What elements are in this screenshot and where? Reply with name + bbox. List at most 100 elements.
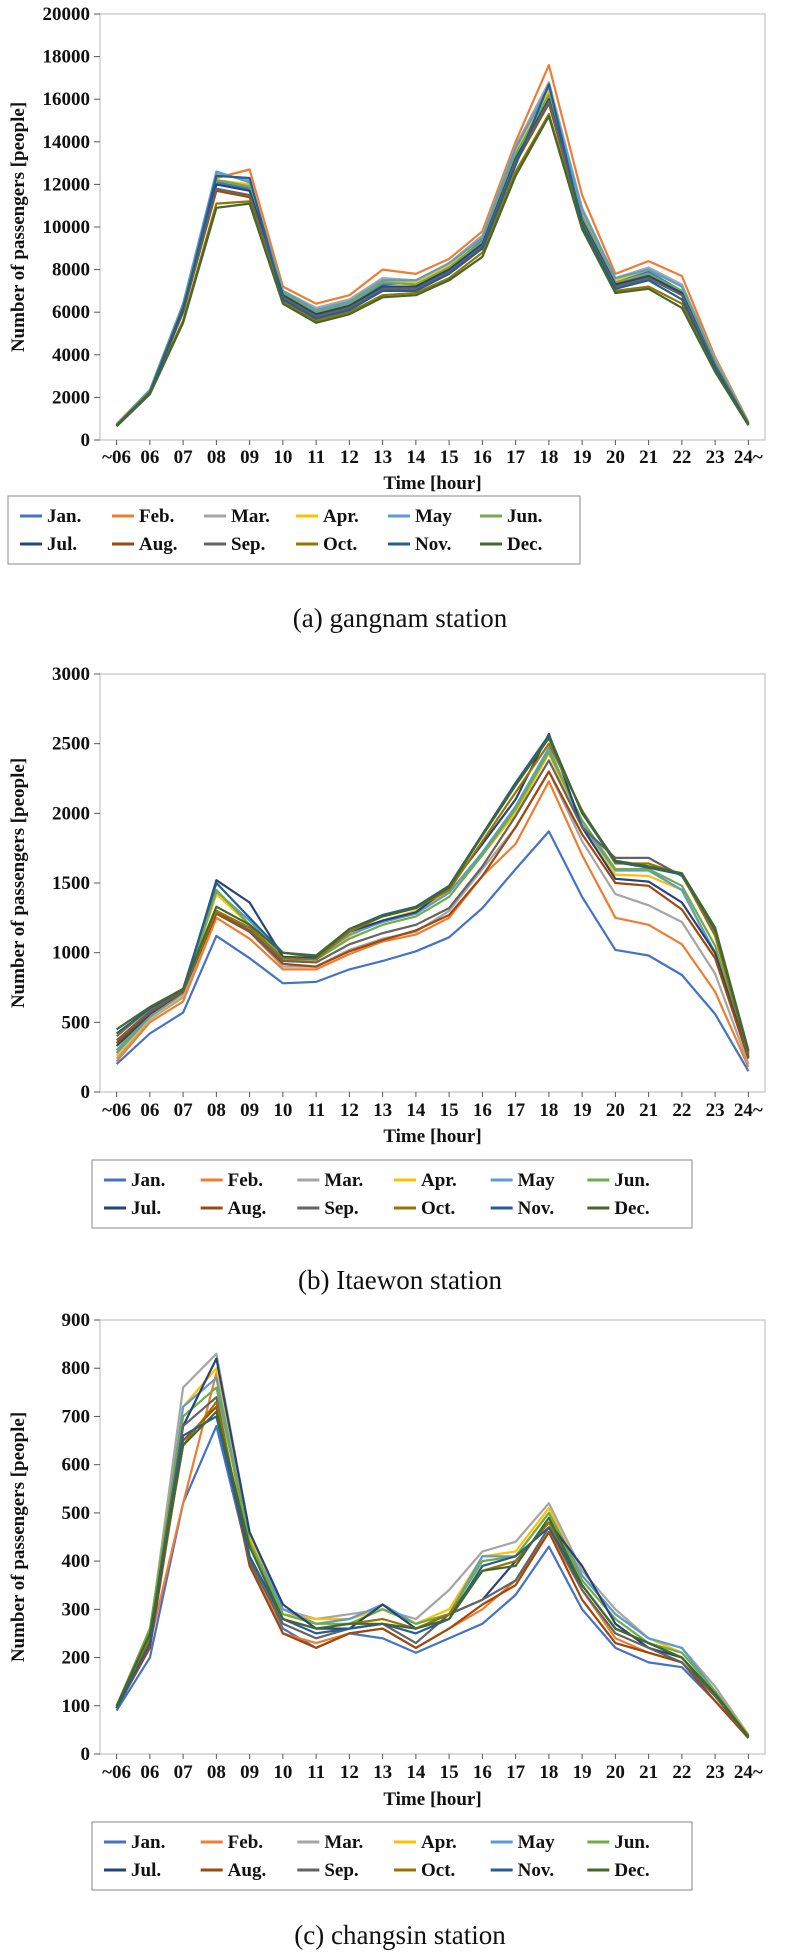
- legend-label: Dec.: [507, 534, 542, 555]
- legend-label: Sep.: [231, 534, 265, 555]
- y-tick-label: 100: [62, 1696, 91, 1717]
- legend-label: Dec.: [614, 1198, 649, 1219]
- x-axis-title: Time [hour]: [383, 1789, 481, 1810]
- x-tick-label: 16: [473, 1100, 492, 1121]
- y-tick-label: 2500: [52, 734, 90, 755]
- series-line: [115, 98, 750, 427]
- y-tick-label: 300: [62, 1599, 91, 1620]
- x-tick-label: 08: [207, 1762, 226, 1783]
- series-line: [115, 830, 750, 1072]
- x-tick-label: 14: [406, 1762, 426, 1783]
- x-tick-label: 10: [273, 447, 292, 468]
- x-tick-label: 19: [573, 447, 592, 468]
- legend-label: Oct.: [421, 1198, 455, 1219]
- x-tick-label: 06: [140, 447, 159, 468]
- legend-label: Feb.: [228, 1832, 263, 1853]
- y-tick-label: 500: [62, 1503, 91, 1524]
- x-tick-label: 14: [406, 1100, 426, 1121]
- y-tick-label: 1500: [52, 873, 90, 894]
- x-tick-label: 20: [606, 1762, 625, 1783]
- y-tick-label: 0: [81, 430, 91, 451]
- series-line: [115, 736, 750, 1051]
- legend-label: Feb.: [139, 506, 174, 527]
- y-tick-label: 20000: [43, 4, 91, 25]
- legend-label: Mar.: [324, 1170, 363, 1191]
- plot-area: [99, 13, 766, 441]
- y-axis-title: Number of passengers [people]: [8, 1412, 29, 1662]
- y-tick-label: 3000: [52, 664, 90, 685]
- legend-label: Jun.: [507, 506, 542, 527]
- y-tick-label: 1000: [52, 943, 90, 964]
- legend-box: [91, 1821, 693, 1891]
- x-tick-label: 07: [174, 1762, 194, 1783]
- x-tick-label: 24~: [734, 1100, 763, 1121]
- x-axis-title: Time [hour]: [383, 1126, 481, 1147]
- x-tick-label: 07: [174, 1100, 194, 1121]
- y-tick-label: 200: [62, 1648, 91, 1669]
- y-tick-label: 4000: [52, 345, 90, 366]
- y-tick-label: 0: [81, 1082, 91, 1103]
- legend-label: Jun.: [614, 1170, 649, 1191]
- x-tick-label: 06: [140, 1100, 159, 1121]
- x-tick-label: 23: [706, 1100, 725, 1121]
- legend-label: Mar.: [324, 1832, 363, 1853]
- legend-label: Jan.: [131, 1832, 165, 1853]
- series-line: [115, 112, 750, 427]
- x-tick-label: 13: [373, 1762, 392, 1783]
- series-line: [115, 1386, 750, 1737]
- legend-label: Jan.: [131, 1170, 165, 1191]
- x-tick-label: 08: [207, 447, 226, 468]
- series-line: [115, 1367, 750, 1736]
- y-axis-title: Number of passengers [people]: [8, 102, 29, 352]
- x-tick-label: 06: [140, 1762, 159, 1783]
- plot-area: [99, 1319, 766, 1755]
- x-tick-label: 07: [174, 447, 194, 468]
- x-tick-label: 21: [639, 447, 658, 468]
- x-tick-label: 17: [506, 1762, 526, 1783]
- series-line: [115, 1405, 750, 1739]
- x-tick-label: 24~: [734, 447, 763, 468]
- x-tick-label: 22: [672, 447, 691, 468]
- x-tick-label: ~06: [102, 447, 131, 468]
- series-line: [115, 1371, 750, 1738]
- legend-label: Nov.: [415, 534, 451, 555]
- legend-label: Oct.: [421, 1860, 455, 1881]
- legend-label: Sep.: [324, 1860, 358, 1881]
- x-tick-label: 10: [273, 1100, 292, 1121]
- legend-label: Aug.: [228, 1198, 267, 1219]
- y-tick-label: 700: [62, 1406, 91, 1427]
- x-tick-label: 11: [307, 1762, 325, 1783]
- x-tick-label: 17: [506, 447, 526, 468]
- y-tick-label: 500: [62, 1012, 91, 1033]
- legend-label: May: [518, 1170, 555, 1191]
- x-tick-label: ~06: [102, 1100, 131, 1121]
- y-tick-label: 400: [62, 1551, 91, 1572]
- series-line: [115, 734, 750, 1052]
- series-line: [115, 89, 750, 426]
- series-line: [115, 81, 750, 426]
- x-tick-label: 13: [373, 447, 392, 468]
- x-tick-label: 12: [340, 1762, 359, 1783]
- x-tick-label: 08: [207, 1100, 226, 1121]
- x-tick-label: 09: [240, 1762, 259, 1783]
- chart-changsin: 0 100 200 300 400 500 600 700 800 900 ~06 06 07 08 09 1…: [8, 1310, 766, 1891]
- series-line: [115, 63, 750, 425]
- x-tick-label: 12: [340, 447, 359, 468]
- x-tick-label: 18: [539, 1100, 558, 1121]
- x-tick-label: 14: [406, 447, 426, 468]
- x-tick-label: ~06: [102, 1762, 131, 1783]
- x-tick-label: 19: [573, 1762, 592, 1783]
- x-tick-label: 18: [539, 1762, 558, 1783]
- x-tick-label: 09: [240, 447, 259, 468]
- y-tick-label: 600: [62, 1455, 91, 1476]
- series-line: [115, 780, 750, 1068]
- x-tick-label: 19: [573, 1100, 592, 1121]
- legend-label: Aug.: [228, 1860, 267, 1881]
- chart-caption: (b) Itaewon station: [298, 1265, 502, 1295]
- x-tick-label: 15: [440, 1762, 459, 1783]
- x-tick-label: 13: [373, 1100, 392, 1121]
- y-tick-label: 2000: [52, 803, 90, 824]
- series-line: [115, 770, 750, 1059]
- legend-label: Apr.: [323, 506, 359, 527]
- legend-label: Nov.: [518, 1198, 554, 1219]
